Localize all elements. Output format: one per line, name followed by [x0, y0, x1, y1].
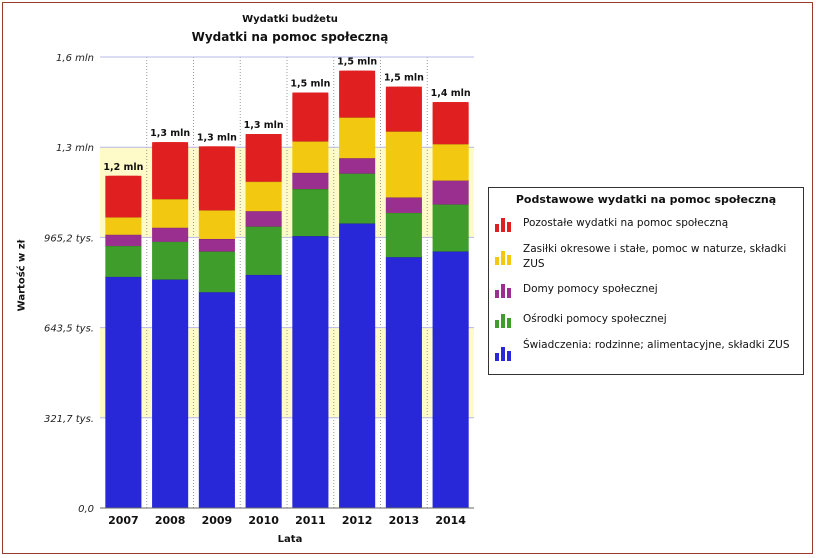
bar-segment-shade [385, 212, 422, 258]
bar-segment-shade [292, 172, 329, 189]
bar-segment-shade [198, 292, 235, 508]
bar-segment-shade [105, 175, 142, 218]
x-tick-label: 2012 [342, 514, 373, 527]
bar-segment-shade [292, 188, 329, 237]
bar-segment-shade [432, 144, 469, 181]
chart-title: Wydatki budżetu [242, 14, 338, 25]
bar-segment-shade [339, 158, 376, 174]
bar-segment-shade [105, 217, 142, 235]
bar-segment-shade [385, 257, 422, 508]
chart-subtitle: Wydatki na pomoc społeczną [191, 30, 389, 44]
bar-total-label: 1,3 mln [150, 128, 190, 139]
y-tick-label: 965,2 tys. [44, 233, 94, 244]
legend-swatch-icon [495, 314, 511, 328]
legend-item-benefits[interactable]: Świadczenia: rodzinne; alimentacyjne, sk… [495, 338, 793, 361]
legend-title: Podstawowe wydatki na pomoc społeczną [515, 193, 777, 206]
x-tick-label: 2008 [155, 514, 186, 527]
legend-label: Pozostałe wydatki na pomoc społeczną [523, 217, 729, 229]
bar-total-label: 1,2 mln [103, 162, 143, 173]
legend-swatch-icon [495, 347, 511, 361]
bar-total-label: 1,3 mln [244, 120, 284, 131]
y-tick-label: 321,7 tys. [44, 414, 94, 425]
bar-segment-shade [385, 131, 422, 198]
x-axis-label: Lata [277, 534, 303, 545]
legend-swatch-icon [495, 284, 511, 298]
legend-item-other[interactable]: Pozostałe wydatki na pomoc społeczną [495, 216, 793, 232]
bar-segment-shade [105, 245, 142, 277]
y-axis-label: Wartość w zł [16, 239, 28, 312]
bar-segment-shade [105, 234, 142, 246]
bar-segment-shade [432, 251, 469, 508]
bar-total-label: 1,4 mln [431, 88, 471, 99]
x-tick-label: 2014 [435, 514, 466, 527]
legend-swatch-icon [495, 251, 511, 265]
bar-segment-shade [152, 241, 189, 280]
x-tick-label: 2009 [202, 514, 233, 527]
legend-label: Świadczenia: rodzinne; alimentacyjne, sk… [523, 339, 790, 351]
bar-segment-shade [339, 173, 376, 224]
x-tick-label: 2013 [389, 514, 420, 527]
bar-segment-shade [245, 181, 282, 212]
bar-segment-shade [339, 117, 376, 159]
bar-segment-shade [198, 238, 235, 252]
bar-segment-shade [245, 134, 282, 182]
bar-segment-shade [292, 236, 329, 509]
bar-segment-shade [292, 92, 329, 142]
legend: Podstawowe wydatki na pomoc społeczną Po… [488, 187, 804, 375]
bar-segment-shade [432, 180, 469, 205]
legend-label: Zasiłki okresowe i stałe, pomoc w naturz… [523, 243, 787, 270]
bar-segment-shade [152, 142, 189, 200]
bar-segment-shade [432, 204, 469, 252]
bar-segment-shade [198, 251, 235, 293]
y-tick-label: 1,3 mln [56, 143, 94, 154]
bar-total-label: 1,5 mln [384, 73, 424, 84]
bar-segment-shade [105, 276, 142, 508]
bar-total-label: 1,3 mln [197, 132, 237, 143]
bar-segment-shade [339, 70, 376, 118]
bar-segment-shade [152, 279, 189, 508]
legend-swatch-icon [495, 218, 511, 232]
bar-segment-shade [385, 197, 422, 213]
y-tick-label: 0,0 [78, 504, 94, 515]
x-tick-label: 2010 [248, 514, 279, 527]
legend-label: Ośrodki pomocy społecznej [523, 313, 667, 325]
x-tick-label: 2007 [108, 514, 139, 527]
y-tick-label: 643,5 tys. [44, 324, 94, 335]
legend-item-allowances[interactable]: Zasiłki okresowe i stałe, pomoc w naturz… [495, 242, 793, 272]
bar-segment-shade [245, 274, 282, 508]
y-tick-label: 1,6 mln [56, 53, 94, 64]
bar-segment-shade [152, 199, 189, 228]
bar-segment-shade [292, 141, 329, 173]
bar-total-label: 1,5 mln [290, 79, 330, 90]
legend-item-centres[interactable]: Ośrodki pomocy społecznej [495, 312, 793, 328]
bar-segment-shade [385, 86, 422, 132]
bar-segment-shade [152, 227, 189, 242]
bar-segment-shade [432, 102, 469, 145]
legend-item-care-homes[interactable]: Domy pomocy społecznej [495, 282, 793, 298]
x-tick-label: 2011 [295, 514, 326, 527]
bar-segment-shade [198, 146, 235, 211]
bar-segment-shade [339, 223, 376, 508]
bar-segment-shade [245, 211, 282, 227]
bar-segment-shade [198, 210, 235, 239]
bar-segment-shade [245, 226, 282, 275]
legend-label: Domy pomocy społecznej [523, 283, 658, 295]
bar-total-label: 1,5 mln [337, 57, 377, 68]
